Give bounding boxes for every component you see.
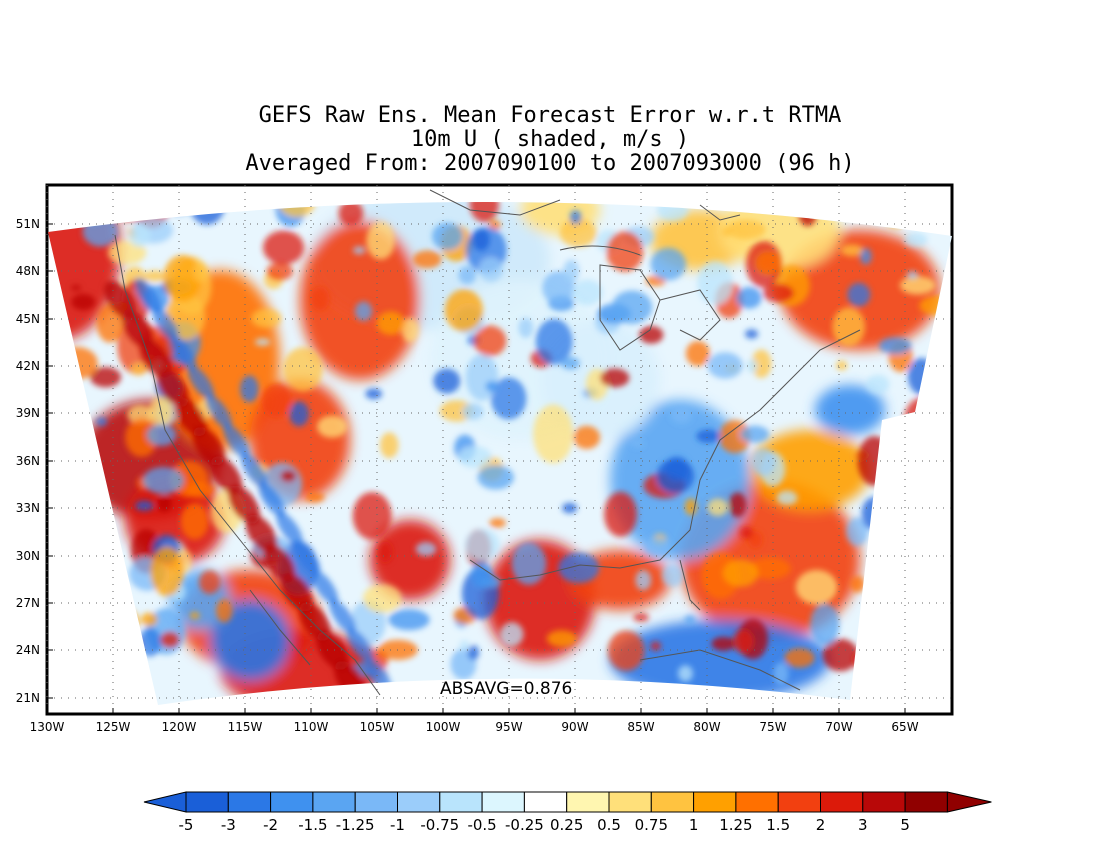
lat-label: 24N xyxy=(16,643,40,657)
lon-label: 115W xyxy=(228,720,263,734)
absavg-label: ABSAVG=0.876 xyxy=(440,679,572,699)
colorbar-swatch xyxy=(820,791,864,813)
lon-label: 85W xyxy=(627,720,654,734)
colorbar-label: 0.75 xyxy=(635,816,668,834)
lon-label: 65W xyxy=(891,720,918,734)
lon-label: 75W xyxy=(759,720,786,734)
longitude-labels: 130W 125W 120W 115W 110W 105W 100W 95W 90W 85W 80W… xyxy=(30,708,919,734)
lat-label: 36N xyxy=(16,454,40,468)
lon-label: 125W xyxy=(96,720,131,734)
colorbar-swatch xyxy=(354,791,399,813)
colorbar-label: -2 xyxy=(263,816,278,834)
lat-label: 51N xyxy=(16,217,40,231)
colorbar-swatch xyxy=(566,791,610,813)
lat-label: 42N xyxy=(16,359,40,373)
lat-label: 27N xyxy=(16,596,40,610)
colorbar-label: -0.5 xyxy=(467,816,496,834)
colorbar-label: 1.25 xyxy=(719,816,752,834)
colorbar-label: -0.25 xyxy=(505,816,544,834)
lat-label: 33N xyxy=(16,501,40,515)
colorbar-swatch xyxy=(650,791,695,813)
colorbar-swatch xyxy=(270,791,314,813)
lon-label: 105W xyxy=(360,720,395,734)
title-line-2: 10m U ( shaded, m/s ) xyxy=(410,127,690,152)
title-line-3: Averaged From: 2007090100 to 2007093000 … xyxy=(245,151,855,176)
colorbar-label: 1.5 xyxy=(766,816,790,834)
colorbar-label: -0.75 xyxy=(420,816,459,834)
colorbar-label: 3 xyxy=(858,816,868,834)
colorbar-label: -1.5 xyxy=(298,816,327,834)
lon-label: 80W xyxy=(693,720,720,734)
colorbar-left-arrow xyxy=(143,791,187,813)
coastlines xyxy=(114,189,861,696)
colorbar-label: 0.5 xyxy=(597,816,621,834)
colorbar-label: -5 xyxy=(179,816,194,834)
lon-label: 130W xyxy=(30,720,65,734)
colorbar-label: -1.25 xyxy=(336,816,375,834)
colorbar-label: 1 xyxy=(689,816,699,834)
colorbar-swatch xyxy=(735,791,779,813)
lat-label: 45N xyxy=(16,312,40,326)
colorbar-swatch xyxy=(227,791,272,813)
lat-label: 39N xyxy=(16,406,40,420)
colorbar-swatch xyxy=(523,791,568,813)
lat-label: 21N xyxy=(16,691,40,705)
colorbar-swatch xyxy=(862,791,906,813)
colorbar-swatch xyxy=(185,791,229,813)
lon-label: 110W xyxy=(294,720,329,734)
colorbar-swatch xyxy=(481,791,525,813)
lon-label: 120W xyxy=(162,720,197,734)
colorbar-label: 5 xyxy=(900,816,910,834)
title-line-1: GEFS Raw Ens. Mean Forecast Error w.r.t … xyxy=(258,103,842,128)
colorbar-swatch xyxy=(397,791,441,813)
latitude-labels: 51N 48N 45N 42N 39N 36N 33N 30N 27N 24N 21N xyxy=(16,217,53,705)
lon-label: 90W xyxy=(561,720,588,734)
lat-label: 48N xyxy=(16,264,40,278)
colorbar-swatch xyxy=(693,791,737,813)
colorbar-label: -3 xyxy=(221,816,236,834)
lat-label: 30N xyxy=(16,549,40,563)
colorbar-label: 2 xyxy=(816,816,826,834)
colorbar xyxy=(143,791,992,813)
colorbar-right-arrow xyxy=(946,791,992,813)
colorbar-swatch xyxy=(608,791,652,813)
shaded-error-field xyxy=(48,201,952,705)
lon-label: 70W xyxy=(825,720,852,734)
colorbar-swatch xyxy=(312,791,356,813)
lon-label: 95W xyxy=(495,720,522,734)
colorbar-swatch xyxy=(904,791,948,813)
lon-label: 100W xyxy=(426,720,461,734)
colorbar-labels: -5 -3 -2 -1.5 -1.25 -1 -0.75 -0.5 -0.25 0.25 0.5 0.… xyxy=(179,816,910,834)
colorbar-label: 0.25 xyxy=(550,816,583,834)
colorbar-label: -1 xyxy=(390,816,405,834)
colorbar-swatch xyxy=(439,791,483,813)
colorbar-swatch xyxy=(777,791,822,813)
